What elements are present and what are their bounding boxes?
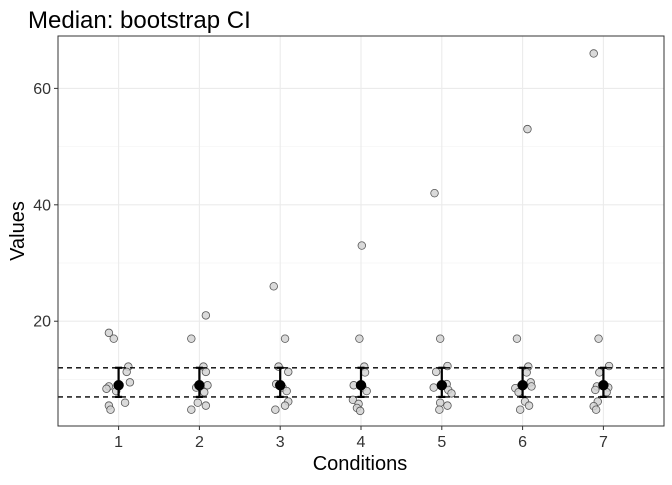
- data-point: [348, 395, 358, 405]
- data-point: [280, 401, 290, 410]
- data-point: [435, 405, 444, 414]
- data-point: [109, 334, 118, 343]
- x-tick-label: 4: [357, 434, 366, 451]
- data-point: [447, 389, 456, 398]
- summary-layer: [113, 366, 609, 398]
- data-point: [594, 334, 603, 343]
- data-point: [591, 385, 600, 395]
- y-tick-label: 20: [33, 314, 51, 331]
- x-tick-label: 1: [114, 434, 123, 451]
- data-point: [523, 124, 532, 134]
- data-point: [106, 405, 115, 414]
- median-point: [275, 380, 286, 391]
- data-point: [430, 188, 439, 198]
- grid-layer: [58, 36, 664, 426]
- data-point: [589, 49, 598, 58]
- x-axis: 1 2 3 4 5 6 7: [114, 426, 608, 451]
- data-point: [515, 405, 525, 414]
- data-point: [429, 383, 438, 392]
- data-point: [201, 311, 211, 320]
- data-point: [527, 382, 536, 391]
- data-point: [269, 282, 278, 291]
- data-point: [280, 334, 290, 343]
- data-point: [435, 334, 445, 343]
- data-point: [102, 384, 111, 393]
- median-point: [598, 380, 609, 391]
- data-point: [284, 367, 293, 377]
- data-point: [512, 334, 522, 343]
- chart-title: Median: bootstrap CI: [28, 7, 251, 34]
- data-point: [355, 406, 365, 416]
- data-point: [201, 367, 211, 377]
- data-point: [357, 241, 367, 250]
- x-axis-title: Conditions: [313, 453, 408, 475]
- data-point: [271, 405, 280, 414]
- reference-lines-layer: [58, 367, 664, 398]
- data-point: [122, 367, 131, 377]
- median-point: [517, 380, 528, 391]
- x-tick-label: 5: [437, 434, 446, 451]
- data-point: [187, 334, 196, 343]
- data-point: [282, 386, 291, 396]
- y-axis-title: Values: [7, 201, 29, 261]
- data-point: [595, 368, 604, 377]
- data-point: [120, 398, 130, 407]
- x-tick-label: 2: [195, 434, 204, 451]
- data-points-layer: [102, 49, 614, 416]
- data-point: [355, 334, 364, 343]
- x-tick-label: 6: [518, 434, 527, 451]
- data-point: [104, 328, 114, 338]
- data-point: [201, 401, 211, 410]
- data-point: [193, 398, 202, 407]
- y-tick-label: 40: [33, 197, 51, 214]
- data-point: [591, 405, 601, 414]
- x-tick-label: 7: [599, 434, 608, 451]
- y-tick-label: 60: [33, 81, 51, 98]
- data-point: [522, 368, 531, 377]
- data-point: [362, 386, 371, 396]
- data-point: [203, 381, 212, 390]
- median-point: [113, 380, 124, 391]
- data-point: [435, 398, 445, 407]
- median-point: [436, 380, 447, 391]
- x-tick-label: 3: [276, 434, 285, 451]
- data-point: [443, 401, 452, 410]
- data-point: [187, 405, 196, 414]
- data-point: [360, 368, 370, 377]
- median-point: [194, 380, 205, 391]
- data-point: [431, 367, 441, 377]
- data-point: [125, 378, 135, 387]
- median-point: [355, 380, 367, 391]
- data-point: [524, 401, 534, 410]
- y-axis: 20 40 60: [33, 81, 58, 331]
